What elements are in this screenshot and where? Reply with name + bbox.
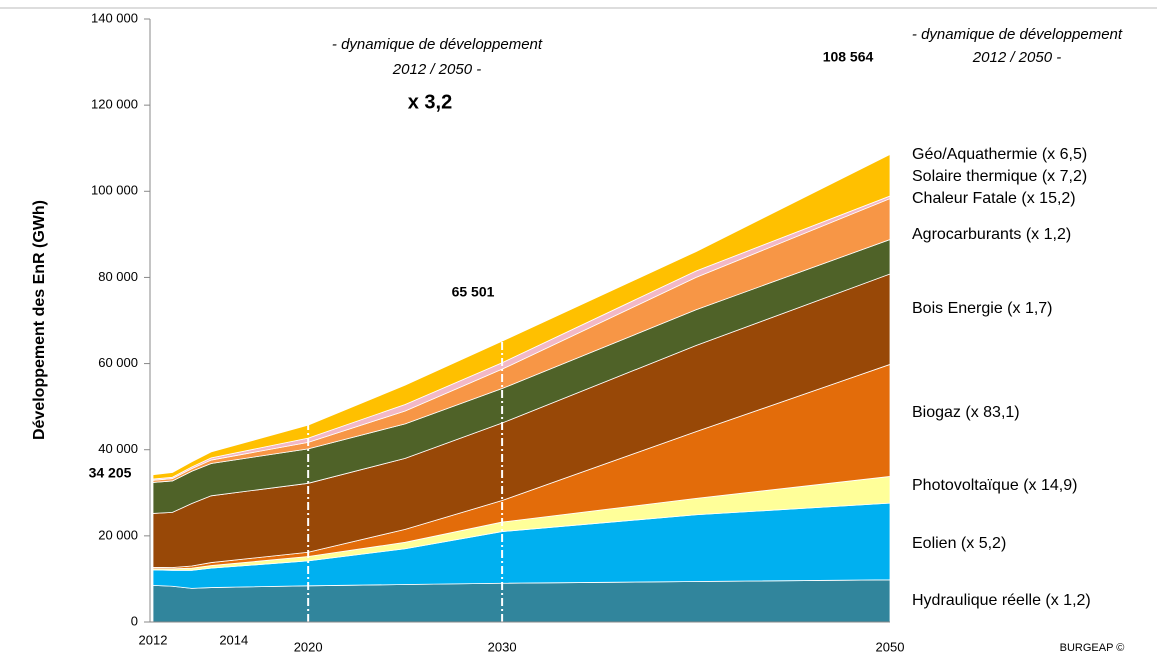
area	[152, 153, 891, 480]
y-tick-label: 20 000	[98, 527, 138, 542]
annotation: x 3,2	[408, 91, 452, 113]
legend-label: Eolien (x 5,2)	[912, 535, 1006, 552]
legend-label: Photovoltaïque (x 14,9)	[912, 477, 1077, 494]
x-tick-label: 2012	[139, 632, 168, 647]
legend-label: Agrocarburants (x 1,2)	[912, 226, 1071, 243]
y-tick-label: 0	[131, 613, 138, 628]
y-tick-label: 40 000	[98, 441, 138, 456]
x-tick-label: 2020	[294, 639, 323, 654]
annotation: 2012 / 2050 -	[972, 49, 1061, 66]
x-tick-label: 2050	[876, 639, 905, 654]
annotation: - dynamique de développement	[332, 36, 543, 53]
x-tick-label: 2014	[219, 632, 248, 647]
y-tick-label: 80 000	[98, 269, 138, 284]
legend-label: Hydraulique réelle (x 1,2)	[912, 592, 1091, 609]
y-tick-label: 140 000	[91, 10, 138, 25]
legend-label: Géo/Aquathermie (x 6,5)	[912, 146, 1087, 163]
annotation: 34 205	[89, 465, 132, 481]
annotation: 108 564	[823, 49, 874, 65]
credit: BURGEAP ©	[1060, 642, 1125, 654]
annotation: 65 501	[452, 284, 495, 300]
annotation: 2012 / 2050 -	[392, 61, 481, 78]
x-tick-label: 2030	[488, 639, 517, 654]
y-axis-label: Développement des EnR (GWh)	[31, 200, 48, 440]
legend-label: Chaleur Fatale (x 15,2)	[912, 190, 1076, 207]
legend-label: Bois Energie (x 1,7)	[912, 300, 1053, 317]
legend-label: Solaire thermique (x 7,2)	[912, 168, 1087, 185]
y-tick-label: 100 000	[91, 183, 138, 198]
legend-label: Biogaz (x 83,1)	[912, 404, 1020, 421]
y-tick-label: 120 000	[91, 97, 138, 112]
annotation: - dynamique de développement	[912, 26, 1123, 43]
y-tick-label: 60 000	[98, 355, 138, 370]
